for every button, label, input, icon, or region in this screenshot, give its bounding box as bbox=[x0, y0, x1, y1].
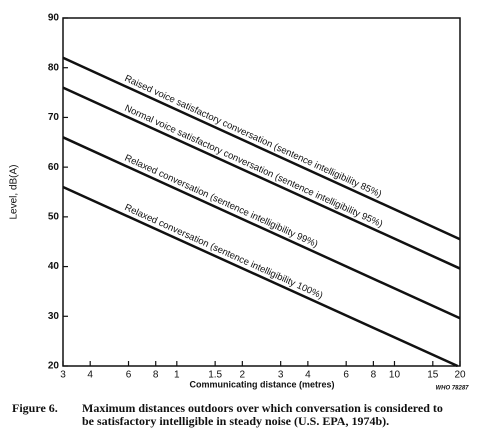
x-axis-label: Communicating distance (metres) bbox=[189, 379, 334, 389]
x-tick-label: 8 bbox=[371, 370, 377, 381]
x-tick-label: 15 bbox=[427, 370, 439, 381]
y-tick-label: 90 bbox=[48, 13, 60, 24]
caption-line: be satisfactory intelligible in steady n… bbox=[82, 414, 389, 428]
series-line bbox=[62, 185, 459, 368]
x-tick-label: 10 bbox=[389, 370, 401, 381]
x-tick-label: 20 bbox=[454, 370, 466, 381]
x-tick-label: 8 bbox=[153, 370, 159, 381]
x-tick-label: 4 bbox=[305, 370, 311, 381]
x-tick-label: 6 bbox=[126, 370, 132, 381]
series-line bbox=[62, 86, 461, 270]
y-axis-label: Level, dB(A) bbox=[9, 164, 20, 219]
y-tick-label: 50 bbox=[48, 211, 60, 222]
x-tick-label: 2 bbox=[240, 370, 246, 381]
caption-label: Figure 6. bbox=[12, 401, 58, 415]
y-tick-label: 60 bbox=[48, 162, 60, 173]
series-label: Relaxed conversation (sentence intelligi… bbox=[123, 153, 320, 251]
figure-code: WHO 78287 bbox=[435, 386, 469, 392]
x-tick-label: 1.5 bbox=[208, 370, 222, 381]
y-tick-label: 70 bbox=[48, 112, 60, 123]
plot-frame bbox=[62, 17, 461, 367]
y-tick-label: 40 bbox=[48, 261, 60, 272]
caption-line: Maximum distances outdoors over which co… bbox=[82, 401, 443, 415]
x-tick-label: 1 bbox=[174, 370, 180, 381]
series-label: Relaxed conversation (sentence intelligi… bbox=[123, 202, 325, 301]
series-line bbox=[62, 136, 461, 320]
x-tick-label: 4 bbox=[87, 370, 93, 381]
x-tick-label: 3 bbox=[278, 370, 284, 381]
series-line bbox=[62, 56, 461, 241]
x-tick-label: 3 bbox=[60, 370, 66, 381]
y-tick-label: 30 bbox=[48, 311, 60, 322]
y-tick-label: 80 bbox=[48, 62, 60, 73]
x-tick-label: 6 bbox=[343, 370, 349, 381]
y-tick-label: 20 bbox=[48, 361, 60, 372]
